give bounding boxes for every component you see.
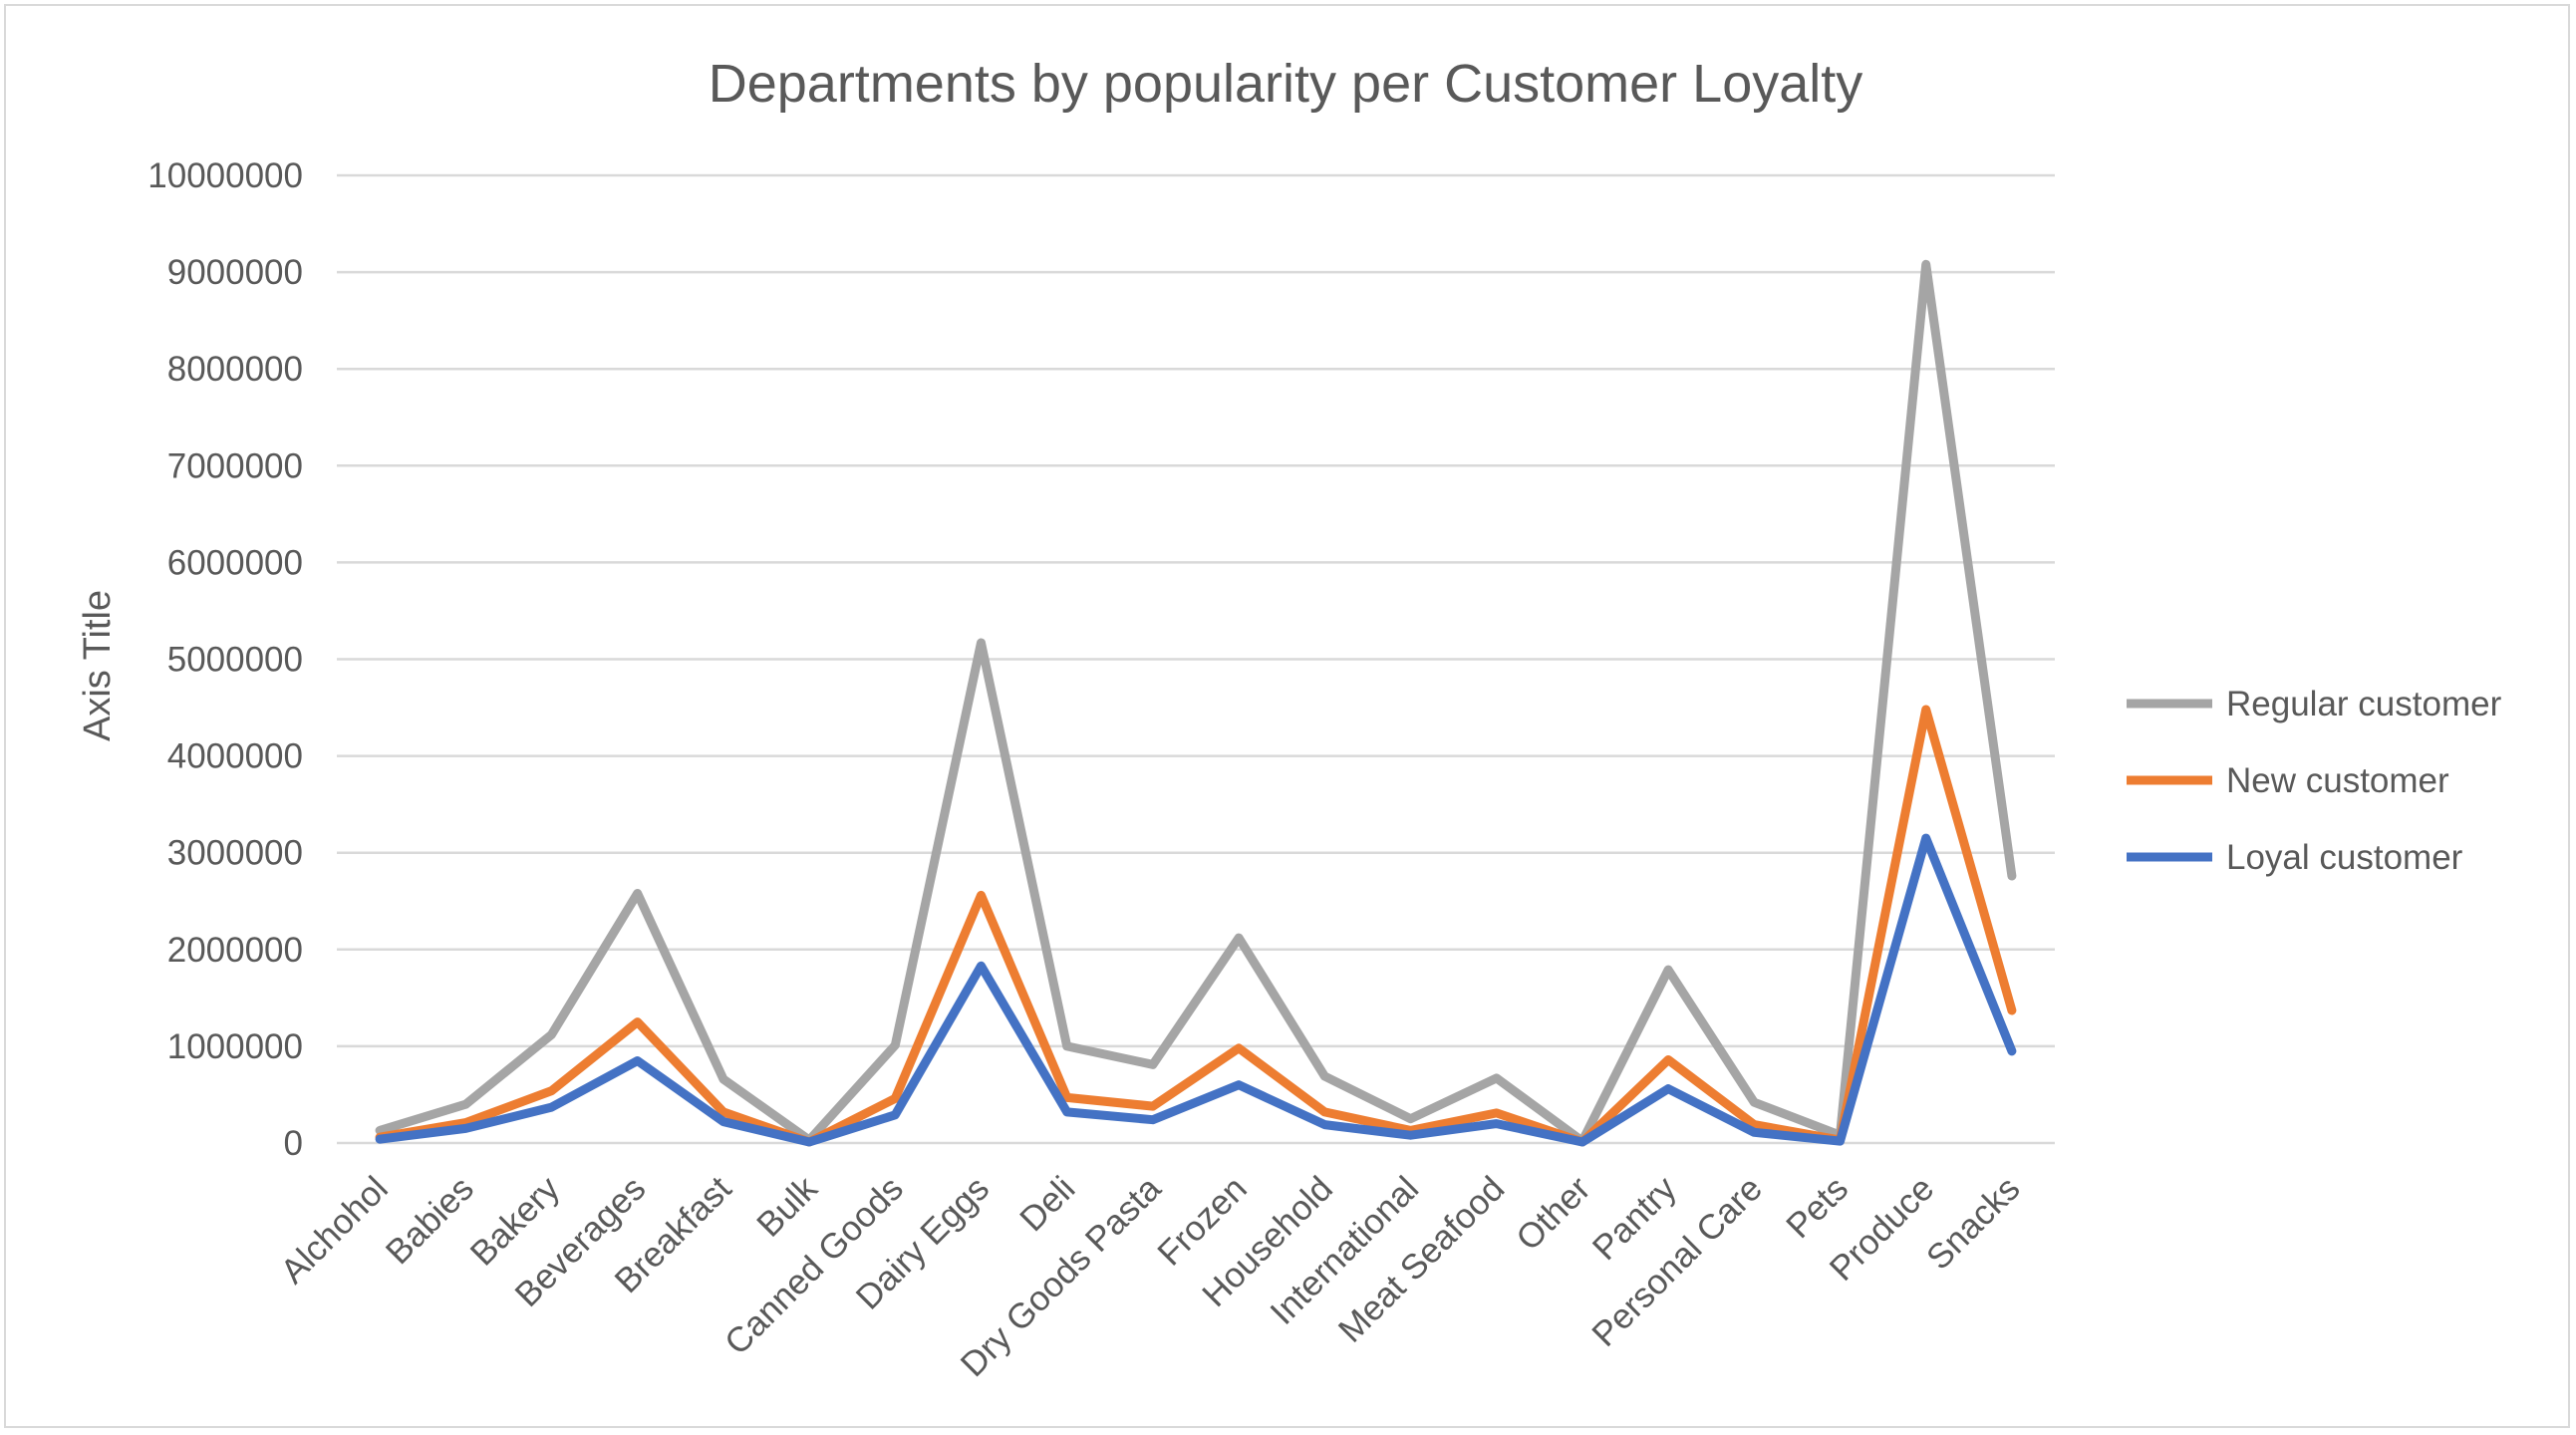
- y-tick-label: 10000000: [147, 156, 303, 195]
- y-tick-label: 5000000: [167, 641, 303, 680]
- y-tick-label: 7000000: [167, 446, 303, 485]
- y-tick-label: 3000000: [167, 834, 303, 873]
- legend-label: Regular customer: [2226, 685, 2502, 723]
- x-tick-label: Deli: [1012, 1169, 1082, 1239]
- chart-title: Departments by popularity per Customer L…: [709, 54, 1863, 114]
- x-tick-label: Other: [1509, 1169, 1598, 1259]
- y-tick-label: 4000000: [167, 737, 303, 776]
- x-tick-label: Pets: [1779, 1169, 1856, 1246]
- y-tick-label: 6000000: [167, 543, 303, 582]
- chart-frame: Departments by popularity per Customer L…: [4, 4, 2570, 1428]
- x-tick-label: Bulk: [749, 1169, 825, 1245]
- y-tick-label: 1000000: [167, 1027, 303, 1066]
- x-tick-label: Babies: [379, 1169, 481, 1272]
- series-line-new-customer: [380, 710, 2012, 1142]
- legend-label: Loyal customer: [2226, 838, 2463, 877]
- y-axis-ticks: 0 1000000 2000000 3000000 4000000 5000000 6000…: [147, 156, 303, 1163]
- x-tick-label: Snacks: [1919, 1169, 2028, 1278]
- series-line-regular-customer: [380, 264, 2012, 1141]
- series-lines: [380, 264, 2012, 1142]
- y-axis-label: Axis Title: [77, 590, 119, 741]
- series-line-loyal-customer: [380, 838, 2012, 1142]
- y-tick-label: 9000000: [167, 253, 303, 292]
- y-tick-label: 8000000: [167, 350, 303, 389]
- x-tick-label: Alchohol: [273, 1169, 396, 1292]
- legend-label: New customer: [2226, 761, 2449, 800]
- y-tick-label: 0: [284, 1124, 303, 1163]
- line-chart: Departments by popularity per Customer L…: [6, 6, 2572, 1430]
- y-tick-label: 2000000: [167, 931, 303, 970]
- legend: Regular customer New customer Loyal custom…: [2127, 685, 2502, 877]
